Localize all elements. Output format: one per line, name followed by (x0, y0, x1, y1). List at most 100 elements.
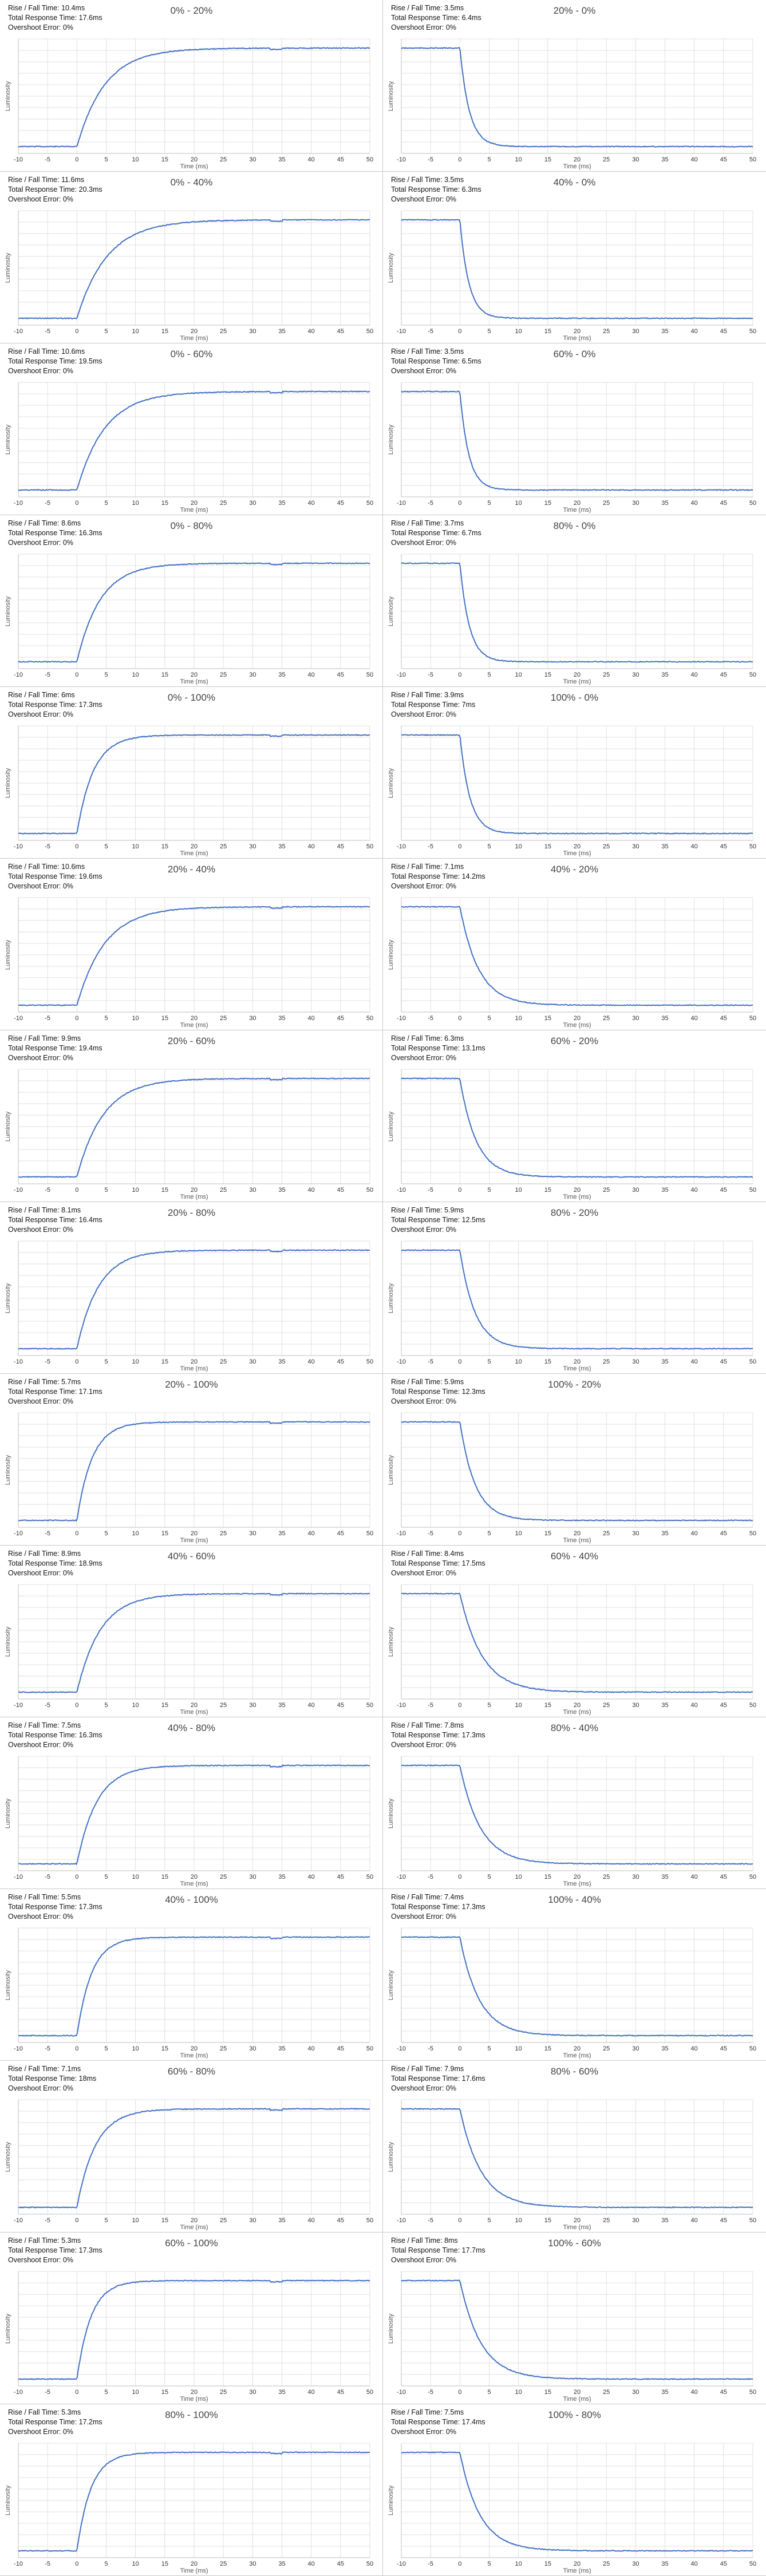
x-tick-label: 0 (75, 1874, 78, 1880)
x-tick-label: -10 (397, 1187, 406, 1194)
x-tick-label: 40 (308, 1702, 315, 1709)
x-tick-label: 20 (574, 500, 581, 507)
stats-block: Rise / Fall Time: 11.6ms Total Response T… (8, 175, 102, 204)
y-axis-label: Luminosity (5, 81, 11, 111)
x-tick-label: 30 (632, 1530, 639, 1537)
x-tick-label: 5 (487, 500, 491, 507)
chart-title: 60% - 0% (553, 349, 596, 359)
luminosity-series-line (18, 2108, 370, 2208)
total-response-time-label: Total Response Time: 17.4ms (391, 2418, 485, 2426)
x-tick-label: 15 (544, 2389, 551, 2396)
total-response-time-label: Total Response Time: 17.3ms (8, 2246, 102, 2254)
x-tick-label: 40 (691, 2217, 698, 2224)
x-axis-label: Time (ms) (180, 1880, 208, 1887)
x-tick-label: 0 (458, 328, 461, 335)
x-tick-label: 40 (691, 328, 698, 335)
chart-plot: -10 -5 0 5 10 15 20 25 30 35 40 45 50 Time (ms) Lumino… (5, 1927, 373, 2059)
x-tick-label: 35 (661, 1015, 668, 1022)
overshoot-error-label: Overshoot Error: 0% (8, 1054, 73, 1062)
x-tick-label: -10 (397, 671, 406, 678)
x-tick-label: -10 (14, 1187, 23, 1194)
x-tick-label: 35 (661, 2045, 668, 2052)
total-response-time-label: Total Response Time: 6.3ms (391, 185, 481, 193)
x-tick-label: 10 (515, 2561, 522, 2567)
luminosity-series-line (18, 1077, 370, 1178)
x-tick-label: -5 (428, 2561, 433, 2567)
x-tick-label: 25 (220, 1530, 227, 1537)
luminosity-series-line (401, 47, 753, 148)
x-tick-label: -10 (397, 328, 406, 335)
x-tick-label: 30 (249, 1358, 256, 1365)
chart-title: 100% - 60% (548, 2238, 601, 2249)
rise-fall-time-label: Rise / Fall Time: 7.5ms (391, 2408, 464, 2416)
x-tick-label: 0 (75, 1530, 78, 1537)
stats-block: Rise / Fall Time: 8.9ms Total Response Ti… (8, 1549, 102, 1578)
x-tick-label: 5 (487, 671, 491, 678)
x-tick-label: 25 (603, 2389, 610, 2396)
overshoot-error-label: Overshoot Error: 0% (8, 1397, 73, 1405)
stats-block: Rise / Fall Time: 5.3ms Total Response Ti… (8, 2236, 102, 2265)
chart-title: 40% - 60% (167, 1551, 216, 1562)
y-axis-label: Luminosity (5, 1455, 11, 1485)
overshoot-error-label: Overshoot Error: 0% (8, 1913, 73, 1921)
stats-block: Rise / Fall Time: 7.1ms Total Response Ti… (8, 2064, 96, 2093)
chart-plot: -10 -5 0 5 10 15 20 25 30 35 40 45 50 Time (ms) Lumino… (388, 2443, 756, 2574)
x-tick-label: -5 (428, 1358, 433, 1365)
overshoot-error-label: Overshoot Error: 0% (391, 2084, 456, 2092)
row-divider (0, 1373, 766, 1374)
x-tick-label: 5 (104, 671, 108, 678)
x-tick-label: 25 (603, 500, 610, 507)
x-axis-label: Time (ms) (563, 2567, 591, 2574)
x-tick-label: 0 (75, 1187, 78, 1194)
chart-panel: Rise / Fall Time: 3.5ms Total Response Ti… (383, 172, 766, 343)
x-tick-label: 0 (75, 500, 78, 507)
x-tick-label: 5 (104, 1702, 108, 1709)
x-tick-label: 50 (749, 1530, 756, 1537)
x-tick-label: 30 (632, 328, 639, 335)
x-tick-label: -5 (45, 2045, 50, 2052)
chart-title: 60% - 40% (550, 1551, 599, 1562)
x-tick-label: 35 (278, 1702, 285, 1709)
x-axis-label: Time (ms) (563, 1537, 591, 1544)
x-tick-label: 35 (278, 843, 285, 850)
x-tick-label: 25 (603, 1702, 610, 1709)
total-response-time-label: Total Response Time: 12.3ms (391, 1388, 485, 1396)
x-tick-label: 30 (632, 500, 639, 507)
x-tick-label: 10 (132, 1015, 139, 1022)
x-tick-label: 45 (337, 2217, 344, 2224)
x-tick-label: 5 (487, 2045, 491, 2052)
x-tick-label: 20 (574, 1530, 581, 1537)
chart-plot: -10 -5 0 5 10 15 20 25 30 35 40 45 50 Time (ms) Lumino… (5, 38, 373, 170)
x-tick-label: 10 (132, 2561, 139, 2567)
luminosity-series-line (18, 2279, 370, 2380)
x-tick-label: 10 (515, 843, 522, 850)
x-axis-label: Time (ms) (180, 507, 208, 513)
x-tick-label: 35 (278, 1530, 285, 1537)
x-tick-label: 40 (691, 1358, 698, 1365)
rise-fall-time-label: Rise / Fall Time: 3.5ms (391, 4, 464, 12)
x-tick-label: 35 (661, 2217, 668, 2224)
luminosity-series-line (18, 47, 370, 148)
x-tick-label: -10 (397, 843, 406, 850)
rise-fall-time-label: Rise / Fall Time: 10.6ms (8, 863, 85, 871)
chart-title: 100% - 0% (550, 692, 599, 703)
x-axis-label: Time (ms) (563, 1194, 591, 1200)
rise-fall-time-label: Rise / Fall Time: 3.7ms (391, 519, 464, 527)
x-tick-label: 40 (308, 1530, 315, 1537)
x-tick-label: 40 (691, 500, 698, 507)
x-tick-label: 15 (161, 671, 168, 678)
row-divider (0, 1888, 766, 1889)
x-tick-label: 25 (603, 1187, 610, 1194)
luminosity-series-line (18, 1249, 370, 1350)
x-tick-label: 25 (220, 1187, 227, 1194)
x-tick-label: -10 (14, 2389, 23, 2396)
x-tick-label: 20 (191, 2561, 198, 2567)
x-axis-label: Time (ms) (180, 163, 208, 170)
chart-plot: -10 -5 0 5 10 15 20 25 30 35 40 45 50 Time (ms) Lumino… (388, 2099, 756, 2231)
x-tick-label: 10 (515, 156, 522, 163)
luminosity-series-line (401, 906, 753, 1006)
x-tick-label: 45 (337, 2561, 344, 2567)
total-response-time-label: Total Response Time: 12.5ms (391, 1216, 485, 1224)
x-tick-label: 35 (278, 2389, 285, 2396)
chart-panel: Rise / Fall Time: 7.9ms Total Response Ti… (383, 2061, 766, 2233)
